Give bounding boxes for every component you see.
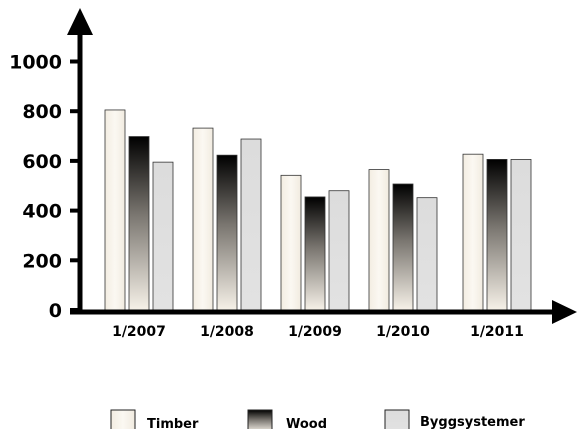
- x-category-label-1: 1/2007: [112, 324, 166, 340]
- y-tick-label-0: 0: [49, 300, 62, 322]
- y-tick-label-800: 800: [22, 101, 62, 123]
- legend-swatch-wood: [247, 409, 273, 429]
- bars-group: [104, 109, 532, 311]
- bar-timber-3: [280, 174, 302, 311]
- y-ticks-group: 0 200 400 600 800 1000: [9, 52, 80, 322]
- bar-byggsystemer-2: [240, 138, 262, 311]
- y-tick-label-400: 400: [22, 201, 62, 223]
- x-category-label-4: 1/2010: [376, 324, 430, 340]
- x-labels-group: 1/2007 1/2008 1/2009 1/2010 1/2011: [112, 324, 524, 340]
- y-tick-label-600: 600: [22, 151, 62, 173]
- bar-byggsystemer-5: [510, 159, 532, 311]
- bar-byggsystemer-4: [416, 197, 438, 311]
- bar-wood-4: [392, 183, 414, 311]
- bar-timber-1: [104, 109, 126, 311]
- legend: Timber Wood Byggsystemer: [110, 409, 525, 429]
- legend-swatch-byggsystemer: [384, 409, 410, 429]
- x-category-label-3: 1/2009: [288, 324, 342, 340]
- bar-timber-2: [192, 127, 214, 311]
- bar-wood-3: [304, 196, 326, 311]
- y-tick-label-1000: 1000: [9, 52, 62, 74]
- x-axis-arrow: [552, 300, 577, 324]
- bar-timber-4: [368, 169, 390, 311]
- bar-wood-1: [128, 136, 150, 311]
- legend-label-timber: Timber: [147, 417, 199, 429]
- legend-label-byggsystemer: Byggsystemer: [420, 415, 525, 429]
- bar-wood-5: [486, 159, 508, 311]
- bar-timber-5: [462, 153, 484, 311]
- x-category-label-5: 1/2011: [470, 324, 524, 340]
- bar-byggsystemer-3: [328, 190, 350, 311]
- bar-wood-2: [216, 154, 238, 311]
- legend-swatch-timber: [110, 409, 136, 429]
- x-category-label-2: 1/2008: [200, 324, 254, 340]
- y-tick-label-200: 200: [22, 250, 62, 272]
- y-axis-arrow: [67, 8, 93, 35]
- legend-label-wood: Wood: [286, 417, 327, 429]
- bar-byggsystemer-1: [152, 161, 174, 311]
